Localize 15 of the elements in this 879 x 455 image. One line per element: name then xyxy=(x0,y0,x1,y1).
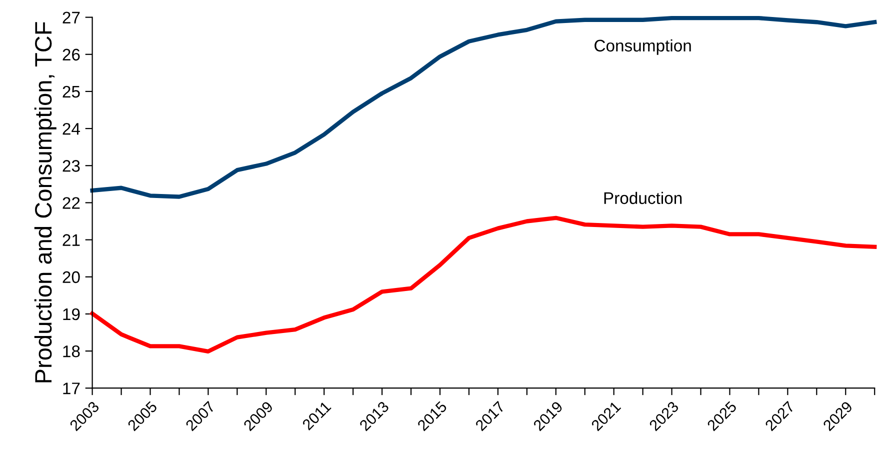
y-tick-label: 20 xyxy=(62,271,80,284)
series-label: Production xyxy=(604,192,682,204)
y-tick-label: 23 xyxy=(62,160,80,172)
y-tick-label: 26 xyxy=(62,48,80,61)
y-tick-label: 17 xyxy=(63,382,80,394)
y-tick-label: 21 xyxy=(62,234,80,246)
y-axis-title: Production and Consumption, TCF xyxy=(34,22,56,382)
y-tick-label: 25 xyxy=(62,86,80,98)
y-tick-label: 22 xyxy=(62,197,80,209)
y-tick-label: 27 xyxy=(62,12,80,24)
series-label: Consumption xyxy=(594,39,691,55)
y-tick-label: 18 xyxy=(63,345,80,358)
line-series xyxy=(90,216,877,354)
y-tick-label: 19 xyxy=(63,308,80,320)
y-tick-label: 24 xyxy=(62,122,80,135)
